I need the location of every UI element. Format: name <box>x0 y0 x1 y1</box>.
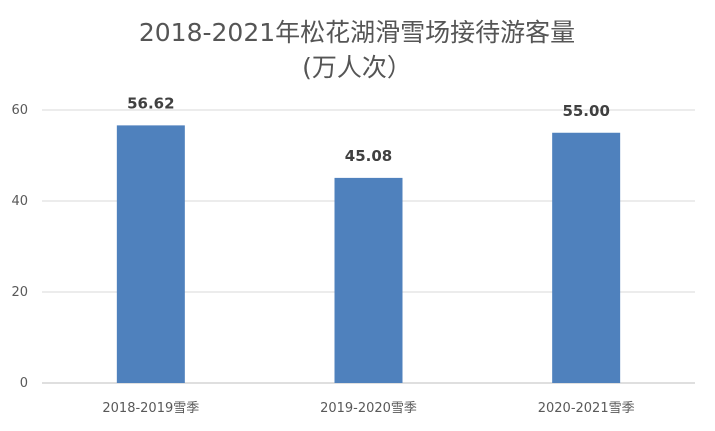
data-labels: 56.62 45.08 55.00 <box>127 94 610 165</box>
category-label: 2019-2020雪季 <box>320 401 417 416</box>
category-label: 2020-2021雪季 <box>538 401 635 416</box>
bar <box>116 125 185 383</box>
chart-title-line-2: (万人次） <box>302 53 412 82</box>
y-axis-ticks: 0 20 40 60 <box>11 103 28 391</box>
bars <box>116 125 621 383</box>
y-tick-label: 60 <box>11 103 28 118</box>
bar <box>552 132 621 383</box>
bar <box>334 177 403 383</box>
category-label: 2018-2019雪季 <box>102 401 199 416</box>
y-tick-label: 40 <box>11 194 28 209</box>
data-label: 45.08 <box>345 147 392 165</box>
y-tick-label: 0 <box>20 376 28 391</box>
data-label: 55.00 <box>562 102 609 120</box>
y-tick-label: 20 <box>11 285 28 300</box>
x-axis-categories: 2018-2019雪季 2019-2020雪季 2020-2021雪季 <box>102 401 634 416</box>
chart-title-line-1: 2018-2021年松花湖滑雪场接待游客量 <box>139 18 575 47</box>
data-label: 56.62 <box>127 94 174 112</box>
